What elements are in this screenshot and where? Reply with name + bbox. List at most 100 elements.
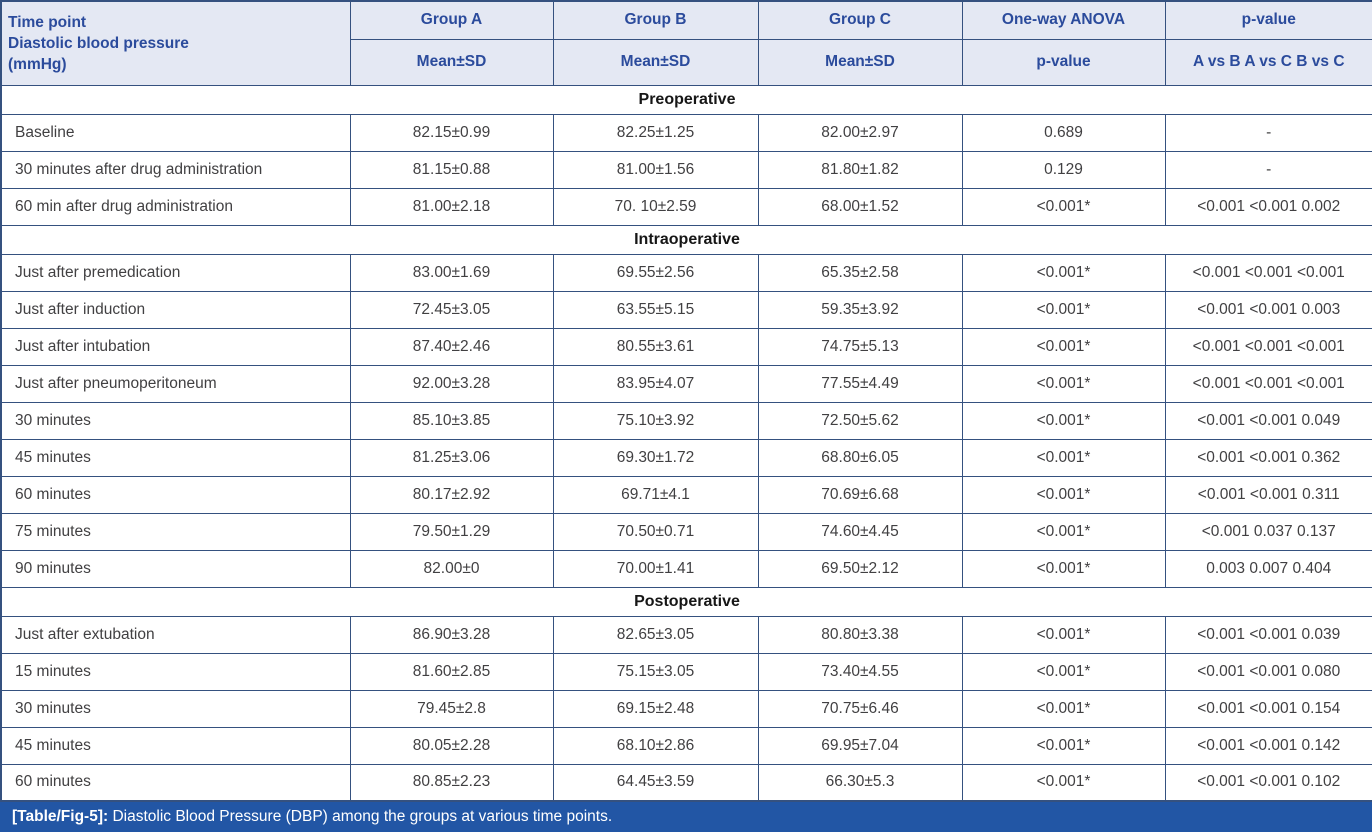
- group-c-value: 73.40±4.55: [757, 652, 963, 691]
- group-b-value: 63.55±5.15: [552, 290, 759, 329]
- row-label: Just after premedication: [0, 253, 351, 292]
- table-header: Time point Diastolic blood pressure (mmH…: [0, 0, 1372, 86]
- row-label: 60 min after drug administration: [0, 187, 351, 226]
- anova-p-value: <0.001*: [961, 689, 1166, 728]
- group-a-value: 81.15±0.88: [349, 150, 554, 189]
- group-b-value: 68.10±2.86: [552, 726, 759, 765]
- subheader-pairwise: A vs B A vs C B vs C: [1164, 38, 1372, 86]
- table-row: 30 minutes 85.10±3.85 75.10±3.92 72.50±5.62…: [0, 401, 1372, 440]
- table-row: 15 minutes 81.60±2.85 75.15±3.05 73.40±4.55…: [0, 652, 1372, 691]
- row-label: Just after extubation: [0, 615, 351, 654]
- group-b-value: 69.71±4.1: [552, 475, 759, 514]
- header-timepoint-line2: Diastolic blood pressure: [8, 34, 189, 52]
- group-a-value: 72.45±3.05: [349, 290, 554, 329]
- row-label: 90 minutes: [0, 549, 351, 588]
- row-label: 30 minutes: [0, 401, 351, 440]
- header-timepoint-line3: (mmHg): [8, 55, 67, 73]
- header-group-b: Group B: [552, 0, 759, 40]
- row-label: Baseline: [0, 113, 351, 152]
- anova-p-value: <0.001*: [961, 615, 1166, 654]
- table-body: Preoperative Baseline 82.15±0.99 82.25±1.25…: [0, 84, 1372, 802]
- header-anova: One-way ANOVA: [961, 0, 1166, 40]
- anova-p-value: <0.001*: [961, 763, 1166, 802]
- table-row: Just after extubation 86.90±3.28 82.65±3.0…: [0, 615, 1372, 654]
- row-label: 45 minutes: [0, 726, 351, 765]
- group-c-value: 80.80±3.38: [757, 615, 963, 654]
- group-a-value: 81.60±2.85: [349, 652, 554, 691]
- subheader-anova-pvalue: p-value: [961, 38, 1166, 86]
- group-b-value: 82.65±3.05: [552, 615, 759, 654]
- pairwise-p-value: 0.003 0.007 0.404: [1164, 549, 1372, 588]
- table-row: Baseline 82.15±0.99 82.25±1.25 82.00±2.97 0.…: [0, 113, 1372, 152]
- header-timepoint: Time point Diastolic blood pressure (mmH…: [0, 0, 351, 86]
- group-c-value: 59.35±3.92: [757, 290, 963, 329]
- group-c-value: 69.95±7.04: [757, 726, 963, 765]
- section-title: Preoperative: [0, 84, 1372, 115]
- group-b-value: 81.00±1.56: [552, 150, 759, 189]
- group-a-value: 81.25±3.06: [349, 438, 554, 477]
- row-label: 45 minutes: [0, 438, 351, 477]
- subheader-mean-sd-a: Mean±SD: [349, 38, 554, 86]
- pairwise-p-value: <0.001 <0.001 0.154: [1164, 689, 1372, 728]
- group-c-value: 72.50±5.62: [757, 401, 963, 440]
- row-label: 15 minutes: [0, 652, 351, 691]
- pairwise-p-value: <0.001 <0.001 0.002: [1164, 187, 1372, 226]
- pairwise-p-value: <0.001 <0.001 0.311: [1164, 475, 1372, 514]
- pairwise-p-value: <0.001 0.037 0.137: [1164, 512, 1372, 551]
- group-c-value: 65.35±2.58: [757, 253, 963, 292]
- anova-p-value: <0.001*: [961, 726, 1166, 765]
- header-timepoint-line1: Time point: [8, 13, 87, 31]
- header-group-a: Group A: [349, 0, 554, 40]
- caption-text: Diastolic Blood Pressure (DBP) among the…: [108, 808, 613, 825]
- group-c-value: 70.69±6.68: [757, 475, 963, 514]
- anova-p-value: <0.001*: [961, 652, 1166, 691]
- anova-p-value: <0.001*: [961, 549, 1166, 588]
- section-header-row: Postoperative: [0, 586, 1372, 617]
- table-row: 60 minutes 80.17±2.92 69.71±4.1 70.69±6.68 <…: [0, 475, 1372, 514]
- anova-p-value: <0.001*: [961, 253, 1166, 292]
- group-c-value: 81.80±1.82: [757, 150, 963, 189]
- table-row: 60 min after drug administration 81.00±2.…: [0, 187, 1372, 226]
- pairwise-p-value: <0.001 <0.001 <0.001: [1164, 364, 1372, 403]
- table-row: Just after induction 72.45±3.05 63.55±5.15…: [0, 290, 1372, 329]
- section-title: Postoperative: [0, 586, 1372, 617]
- pairwise-p-value: -: [1164, 113, 1372, 152]
- row-label: 60 minutes: [0, 763, 351, 802]
- group-a-value: 80.85±2.23: [349, 763, 554, 802]
- row-label: Just after intubation: [0, 327, 351, 366]
- anova-p-value: 0.129: [961, 150, 1166, 189]
- row-label: 30 minutes after drug administration: [0, 150, 351, 189]
- caption-label: [Table/Fig-5]:: [12, 808, 109, 825]
- group-b-value: 83.95±4.07: [552, 364, 759, 403]
- anova-p-value: <0.001*: [961, 187, 1166, 226]
- group-a-value: 87.40±2.46: [349, 327, 554, 366]
- anova-p-value: <0.001*: [961, 364, 1166, 403]
- group-b-value: 69.30±1.72: [552, 438, 759, 477]
- pairwise-p-value: <0.001 <0.001 0.049: [1164, 401, 1372, 440]
- pairwise-p-value: <0.001 <0.001 0.362: [1164, 438, 1372, 477]
- header-group-c: Group C: [757, 0, 963, 40]
- table-row: 45 minutes 80.05±2.28 68.10±2.86 69.95±7.04…: [0, 726, 1372, 765]
- group-a-value: 83.00±1.69: [349, 253, 554, 292]
- group-b-value: 70. 10±2.59: [552, 187, 759, 226]
- section-header-row: Preoperative: [0, 84, 1372, 115]
- table-row: 90 minutes 82.00±0 70.00±1.41 69.50±2.12 <0.…: [0, 549, 1372, 588]
- anova-p-value: <0.001*: [961, 438, 1166, 477]
- group-c-value: 74.60±4.45: [757, 512, 963, 551]
- group-c-value: 66.30±5.3: [757, 763, 963, 802]
- pairwise-p-value: <0.001 <0.001 <0.001: [1164, 327, 1372, 366]
- group-a-value: 81.00±2.18: [349, 187, 554, 226]
- pairwise-p-value: <0.001 <0.001 0.039: [1164, 615, 1372, 654]
- group-c-value: 69.50±2.12: [757, 549, 963, 588]
- group-c-value: 77.55±4.49: [757, 364, 963, 403]
- pairwise-p-value: <0.001 <0.001 <0.001: [1164, 253, 1372, 292]
- anova-p-value: <0.001*: [961, 401, 1166, 440]
- subheader-mean-sd-b: Mean±SD: [552, 38, 759, 86]
- group-b-value: 64.45±3.59: [552, 763, 759, 802]
- table-row: Just after intubation 87.40±2.46 80.55±3.6…: [0, 327, 1372, 366]
- row-label: Just after pneumoperitoneum: [0, 364, 351, 403]
- group-b-value: 70.00±1.41: [552, 549, 759, 588]
- pairwise-p-value: <0.001 <0.001 0.102: [1164, 763, 1372, 802]
- table-row: 30 minutes 79.45±2.8 69.15±2.48 70.75±6.46 <…: [0, 689, 1372, 728]
